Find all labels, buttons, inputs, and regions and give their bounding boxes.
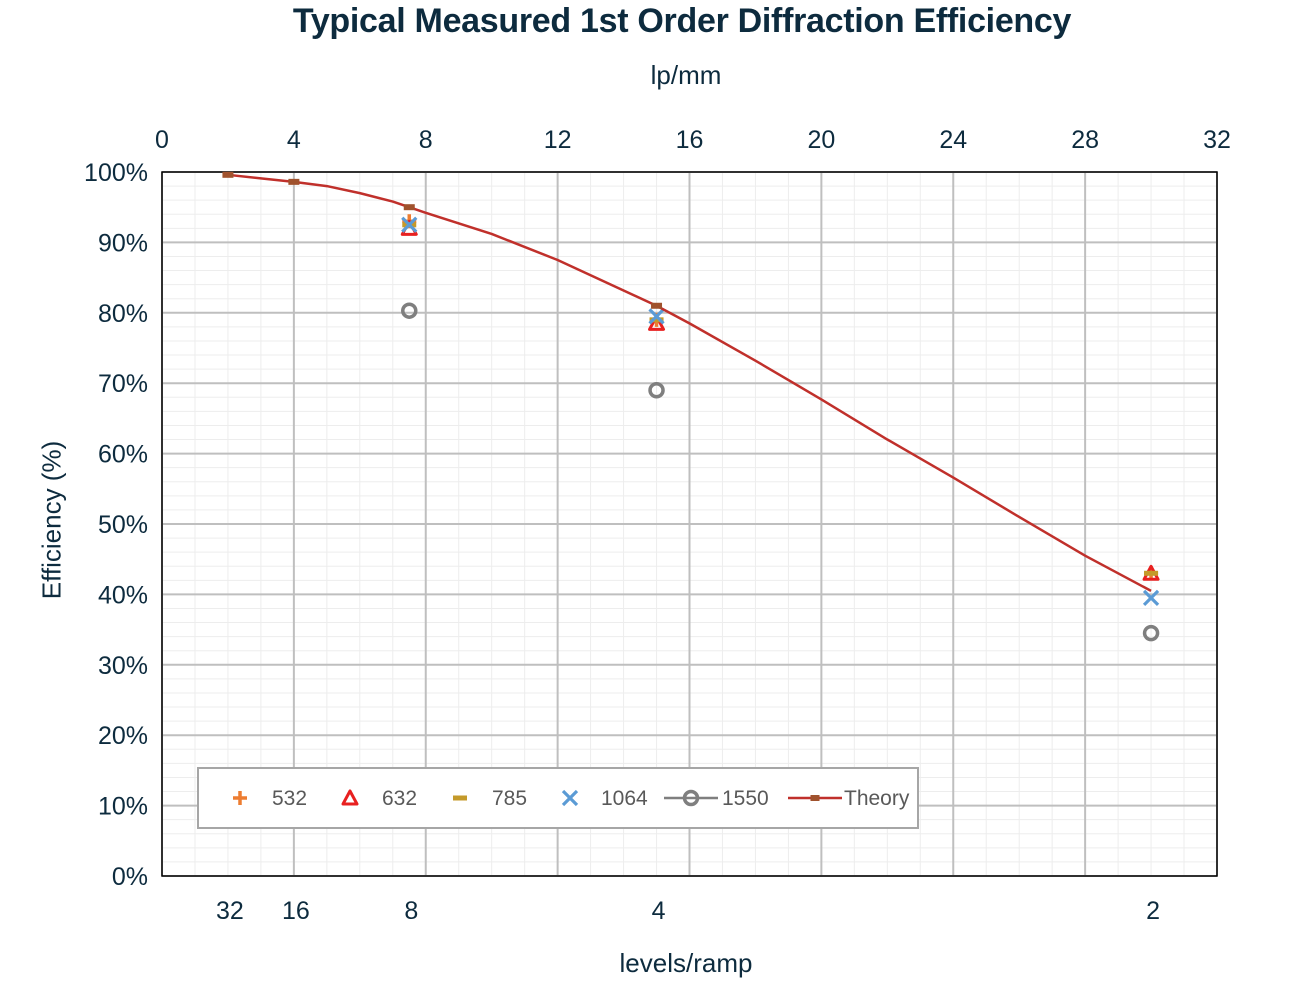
y-tick-label: 0% <box>112 863 148 891</box>
y-tick-label: 80% <box>98 300 148 328</box>
series-line-theory <box>227 173 1152 592</box>
top-tick-label: 20 <box>807 126 835 154</box>
y-tick-label: 70% <box>98 370 148 398</box>
y-tick-label: 40% <box>98 581 148 609</box>
data-point-theory-points <box>288 178 300 185</box>
top-tick-label: 4 <box>287 126 301 154</box>
legend-key-632 <box>341 789 359 806</box>
data-point-785 <box>649 317 664 323</box>
y-tick-label: 30% <box>98 652 148 680</box>
y-tick-label: 20% <box>98 722 148 750</box>
y-tick-label: 50% <box>98 511 148 539</box>
bottom-tick-label: 8 <box>404 897 418 925</box>
legend-label-1064: 1064 <box>601 787 648 810</box>
y-tick-label: 60% <box>98 441 148 469</box>
legend-label-theory: Theory <box>844 787 910 810</box>
top-tick-label: 28 <box>1071 126 1099 154</box>
tick-labels: 0 4 8 12 16 20 24 28 320%10%20%30%40%50%60%70%80… <box>84 126 1231 925</box>
bottom-tick-label: 2 <box>1146 897 1160 925</box>
data-point-1550 <box>648 381 665 399</box>
top-tick-label: 0 <box>155 126 169 154</box>
top-axis-label: lp/mm <box>650 60 722 90</box>
legend: 532 632 785 1064 1550 Theory <box>197 767 919 829</box>
data-point-theory-points <box>651 302 663 309</box>
chart-title: Typical Measured 1st Order Diffraction E… <box>292 2 1072 40</box>
data-point-1550 <box>1142 624 1160 642</box>
y-tick-label: 10% <box>98 793 148 821</box>
bottom-axis-label: levels/ramp <box>619 948 753 978</box>
plot-frame <box>161 171 1218 877</box>
legend-label-1550: 1550 <box>722 787 769 810</box>
y-tick-label: 90% <box>98 229 148 257</box>
legend-label-785: 785 <box>492 787 527 810</box>
legend-key-785 <box>453 795 467 801</box>
bottom-tick-label: 32 <box>216 897 244 925</box>
legend-key-532 <box>233 791 247 805</box>
top-tick-label: 8 <box>419 126 433 154</box>
top-tick-label: 12 <box>544 126 572 154</box>
top-tick-label: 24 <box>939 126 967 154</box>
data-point-1064 <box>401 216 418 233</box>
data-point-theory-points <box>403 204 415 211</box>
legend-key-1550 <box>682 789 700 807</box>
data-point-1064 <box>648 308 665 325</box>
legend-label-632: 632 <box>382 787 417 810</box>
top-tick-label: 16 <box>676 126 704 154</box>
legend-label-532: 532 <box>272 787 307 810</box>
bottom-tick-label: 4 <box>652 897 666 925</box>
legend-key-1064 <box>561 789 579 807</box>
bottom-tick-label: 16 <box>282 897 310 925</box>
data-point-theory-points <box>222 171 234 178</box>
data-point-1550 <box>401 302 418 319</box>
data-point-1064 <box>1142 589 1160 607</box>
data-marks <box>222 171 1160 642</box>
y-tick-label: 100% <box>84 159 148 187</box>
data-point-785 <box>1144 570 1159 576</box>
legend-key-marker-theory <box>810 795 820 801</box>
top-tick-label: 32 <box>1203 126 1231 154</box>
data-point-632 <box>648 314 666 331</box>
